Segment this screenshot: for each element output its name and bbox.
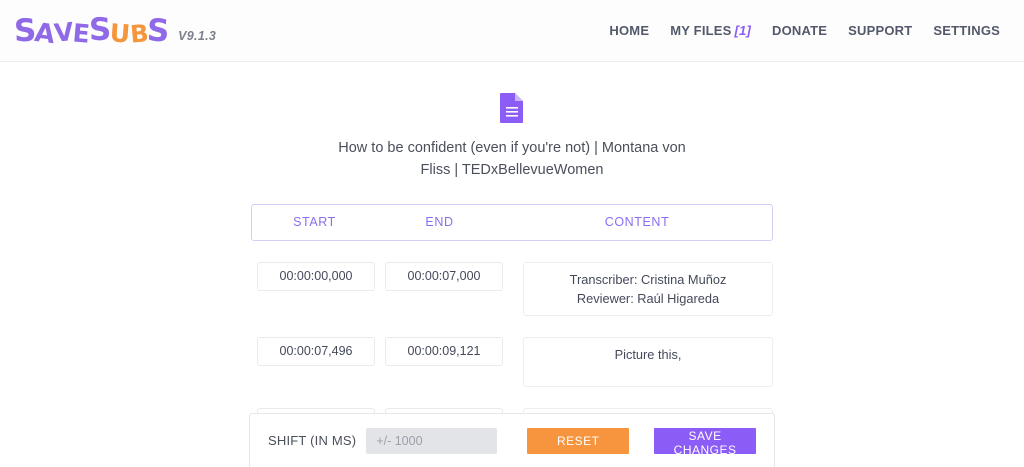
- nav-item-my-files[interactable]: MY FILES [1]: [670, 23, 751, 38]
- document-icon-wrapper: [0, 92, 1024, 124]
- column-header-content: CONTENT: [604, 215, 670, 230]
- logo-letter: U: [109, 18, 131, 49]
- nav-item-label: HOME: [609, 23, 650, 38]
- nav-item-label: DONATE: [772, 23, 828, 38]
- nav-item-label: MY FILES: [670, 23, 732, 38]
- table-row: 00:00:00,000 00:00:07,000 Transcriber: C…: [251, 261, 773, 317]
- nav-item-donate[interactable]: DONATE: [772, 23, 827, 38]
- nav-item-settings[interactable]: SETTINGS: [933, 23, 1000, 38]
- logo-letter: S: [88, 11, 111, 49]
- table-row: 00:00:07,496 00:00:09,121 Picture this,: [251, 337, 773, 388]
- shift-label: SHIFT (IN MS): [268, 433, 357, 448]
- document-icon: [500, 93, 523, 123]
- start-time-input[interactable]: 00:00:00,000: [257, 261, 375, 291]
- page-title: How to be confident (even if you're not)…: [338, 140, 686, 179]
- end-time-input[interactable]: 00:00:07,000: [385, 261, 503, 291]
- logo-letter: S: [145, 12, 170, 50]
- column-header-end: END: [425, 215, 454, 230]
- version-label: V9.1.3: [178, 29, 217, 43]
- nav-item-home[interactable]: HOME: [609, 23, 649, 38]
- main-content: How to be confident (even if you're not)…: [0, 62, 1024, 459]
- shift-input[interactable]: [366, 427, 498, 454]
- logo-letter: B: [128, 18, 149, 49]
- content-textarea[interactable]: Picture this,: [523, 337, 773, 388]
- reset-button[interactable]: RESET: [527, 427, 630, 454]
- content-textarea[interactable]: Transcriber: Cristina Muñoz Reviewer: Ra…: [523, 261, 773, 317]
- my-files-count-badge: [1]: [734, 23, 752, 38]
- nav-item-label: SETTINGS: [933, 23, 1000, 38]
- savesubs-logo[interactable]: S A V E S U B S: [13, 11, 170, 50]
- site-header: S A V E S U B S V9.1.3 HOME MY FILES [1] …: [0, 0, 1024, 62]
- shift-toolbar: SHIFT (IN MS) RESET SAVE CHANGES: [249, 413, 775, 467]
- end-time-input[interactable]: 00:00:09,121: [385, 337, 503, 367]
- start-time-input[interactable]: 00:00:07,496: [257, 337, 375, 367]
- column-header-start: START: [293, 215, 336, 230]
- table-header-row: START END CONTENT: [251, 203, 773, 241]
- nav-item-support[interactable]: SUPPORT: [848, 23, 912, 38]
- main-navigation: HOME MY FILES [1] DONATE SUPPORT SETTINGS: [609, 23, 1000, 38]
- save-changes-button[interactable]: SAVE CHANGES: [654, 427, 756, 457]
- nav-item-label: SUPPORT: [848, 23, 913, 38]
- brand: S A V E S U B S V9.1.3: [13, 11, 217, 50]
- logo-letter: E: [71, 18, 90, 49]
